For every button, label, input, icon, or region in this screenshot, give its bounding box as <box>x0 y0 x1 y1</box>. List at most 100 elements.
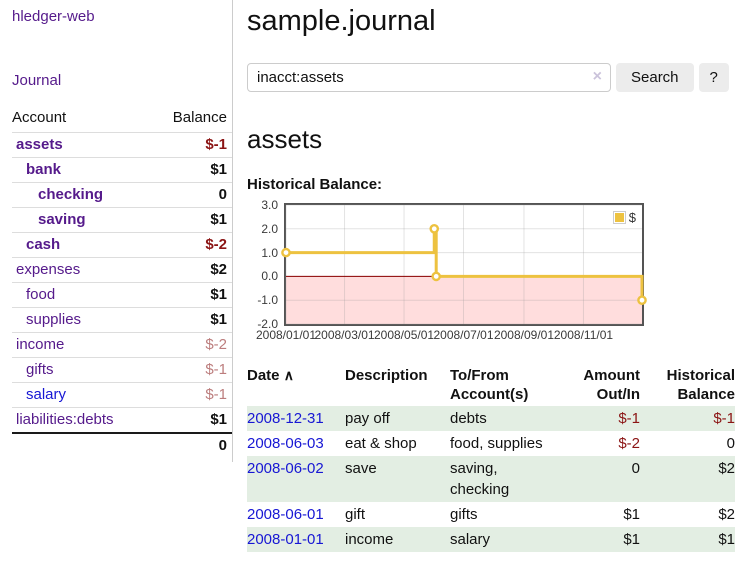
app-brand-link[interactable]: hledger-web <box>12 8 95 25</box>
account-balance: $-1 <box>150 382 232 408</box>
account-balance: $-1 <box>150 357 232 383</box>
accounts-header-balance: Balance <box>172 109 227 126</box>
account-row-assets: assets $-1 <box>12 132 232 158</box>
transaction-accounts: food, supplies <box>450 435 543 452</box>
x-axis-tick-label: 2008/07/01 <box>433 328 494 342</box>
accounts-total-value: 0 <box>150 432 232 458</box>
chart-canvas <box>281 204 647 325</box>
y-axis-tick-label: 1.0 <box>261 245 278 260</box>
chart-legend: $ <box>611 209 637 226</box>
account-row-income: income $-2 <box>12 332 232 358</box>
transaction-amount: 0 <box>631 460 640 477</box>
account-link-salary[interactable]: salary <box>26 386 67 403</box>
date-header-label: Date <box>247 367 280 384</box>
account-link-liabilities-debts[interactable]: liabilities:debts <box>16 411 114 428</box>
historical-balance-label: Historical Balance: <box>247 176 383 193</box>
y-axis-tick-label: 3.0 <box>261 198 278 212</box>
account-row-gifts: gifts $-1 <box>12 357 232 383</box>
y-axis-tick-label: 2.0 <box>261 221 278 236</box>
column-header-balance: Historical Balance <box>666 367 735 403</box>
column-header-date[interactable]: Date ∧ <box>247 364 345 406</box>
sidebar-item-journal[interactable]: Journal <box>12 72 62 89</box>
balance-chart-plot: $ <box>281 203 647 326</box>
account-balance: $1 <box>150 207 232 233</box>
transaction-amount: $-2 <box>618 435 640 452</box>
transaction-row: 2008-06-03 eat & shop food, supplies $-2… <box>247 431 735 456</box>
search-input[interactable] <box>247 63 611 92</box>
register-header-row: Date ∧ Description To/From Account(s) Am… <box>247 364 735 406</box>
transaction-date-link[interactable]: 2008-06-03 <box>247 435 324 452</box>
transaction-date-link[interactable]: 2008-01-01 <box>247 531 324 548</box>
account-link-assets[interactable]: assets <box>16 136 63 153</box>
account-row-liabilities-debts: liabilities:debts $1 <box>12 407 232 433</box>
legend-series-label: $ <box>628 210 636 225</box>
account-balance: $-2 <box>150 232 232 258</box>
account-link-cash[interactable]: cash <box>26 236 61 253</box>
clear-search-icon[interactable]: × <box>592 68 602 85</box>
account-link-income[interactable]: income <box>16 336 65 353</box>
legend-color-swatch <box>612 211 626 224</box>
transaction-row: 2008-12-31 pay off debts $-1 $-1 <box>247 406 735 431</box>
sort-ascending-icon: ∧ <box>283 367 294 383</box>
search-button[interactable]: Search <box>616 63 694 92</box>
sidebar: hledger-web Journal Account Balance asse… <box>0 0 233 462</box>
account-link-expenses[interactable]: expenses <box>16 261 81 278</box>
help-button[interactable]: ? <box>698 63 729 92</box>
balance-chart: 3.0 2.0 1.0 0.0 -1.0 -2.0 $ 2008/01/01 2008/03… <box>247 198 735 343</box>
transaction-description: income <box>345 531 394 548</box>
transaction-balance: $-1 <box>713 410 735 427</box>
account-balance: $1 <box>150 307 232 333</box>
account-row-expenses: expenses $2 <box>12 257 232 283</box>
account-balance: $1 <box>150 282 232 308</box>
account-link-food[interactable]: food <box>26 286 56 303</box>
account-heading: assets <box>247 124 323 154</box>
transaction-row: 2008-01-01 income salary $1 $1 <box>247 527 735 552</box>
transaction-date-link[interactable]: 2008-12-31 <box>247 410 324 427</box>
y-axis-tick-label: -1.0 <box>257 293 278 308</box>
x-axis-tick-label: 2008/03/01 <box>314 328 375 342</box>
transaction-amount: $1 <box>623 531 640 548</box>
account-link-supplies[interactable]: supplies <box>26 311 82 328</box>
transaction-description: save <box>345 460 377 477</box>
account-link-saving[interactable]: saving <box>38 211 86 228</box>
account-balance: $1 <box>150 407 232 433</box>
transaction-balance: $2 <box>718 506 735 523</box>
transaction-row: 2008-06-02 save saving, checking 0 $2 <box>247 456 735 502</box>
column-header-accounts: To/From Account(s) <box>450 367 529 403</box>
transaction-accounts: debts <box>450 410 487 427</box>
x-axis-tick-label: 2008/11/01 <box>553 328 614 342</box>
transaction-description: eat & shop <box>345 435 417 452</box>
chart-y-axis-labels: 3.0 2.0 1.0 0.0 -1.0 -2.0 <box>247 198 284 331</box>
x-axis-tick-label: 2008/01/01 <box>255 328 317 342</box>
y-axis-tick-label: 0.0 <box>261 269 278 284</box>
account-link-gifts[interactable]: gifts <box>26 361 54 378</box>
accounts-total-row: 0 <box>12 432 232 458</box>
account-link-checking[interactable]: checking <box>38 186 104 203</box>
account-row-saving: saving $1 <box>12 207 232 233</box>
account-balance: $2 <box>150 257 232 283</box>
transaction-balance: $1 <box>718 531 735 548</box>
account-row-supplies: supplies $1 <box>12 307 232 333</box>
transaction-date-link[interactable]: 2008-06-02 <box>247 460 324 477</box>
transaction-balance: 0 <box>726 435 735 452</box>
transaction-description: pay off <box>345 410 390 427</box>
account-row-bank: bank $1 <box>12 157 232 183</box>
transaction-accounts: salary <box>450 531 491 548</box>
main-content: sample.journal × Search ? assets Histori… <box>247 0 735 552</box>
search-form: × Search ? <box>247 63 735 92</box>
transaction-balance: $2 <box>718 460 735 477</box>
x-axis-tick-label: 2008/09/01 <box>493 328 554 342</box>
transaction-description: gift <box>345 506 366 523</box>
accounts-table: Account Balance assets $-1 bank $1 check… <box>12 106 232 458</box>
transaction-row: 2008-06-01 gift gifts $1 $2 <box>247 502 735 527</box>
column-header-description: Description <box>345 367 428 384</box>
chart-x-axis-labels: 2008/01/01 2008/03/01 2008/05/01 2008/07/01… <box>256 328 644 343</box>
account-balance: $-1 <box>150 132 232 158</box>
account-row-food: food $1 <box>12 282 232 308</box>
account-balance: $-2 <box>150 332 232 358</box>
transaction-date-link[interactable]: 2008-06-01 <box>247 506 324 523</box>
account-row-checking: checking 0 <box>12 182 232 208</box>
account-link-bank[interactable]: bank <box>26 161 62 178</box>
transaction-amount: $-1 <box>618 410 640 427</box>
accounts-header-account: Account <box>12 109 67 126</box>
